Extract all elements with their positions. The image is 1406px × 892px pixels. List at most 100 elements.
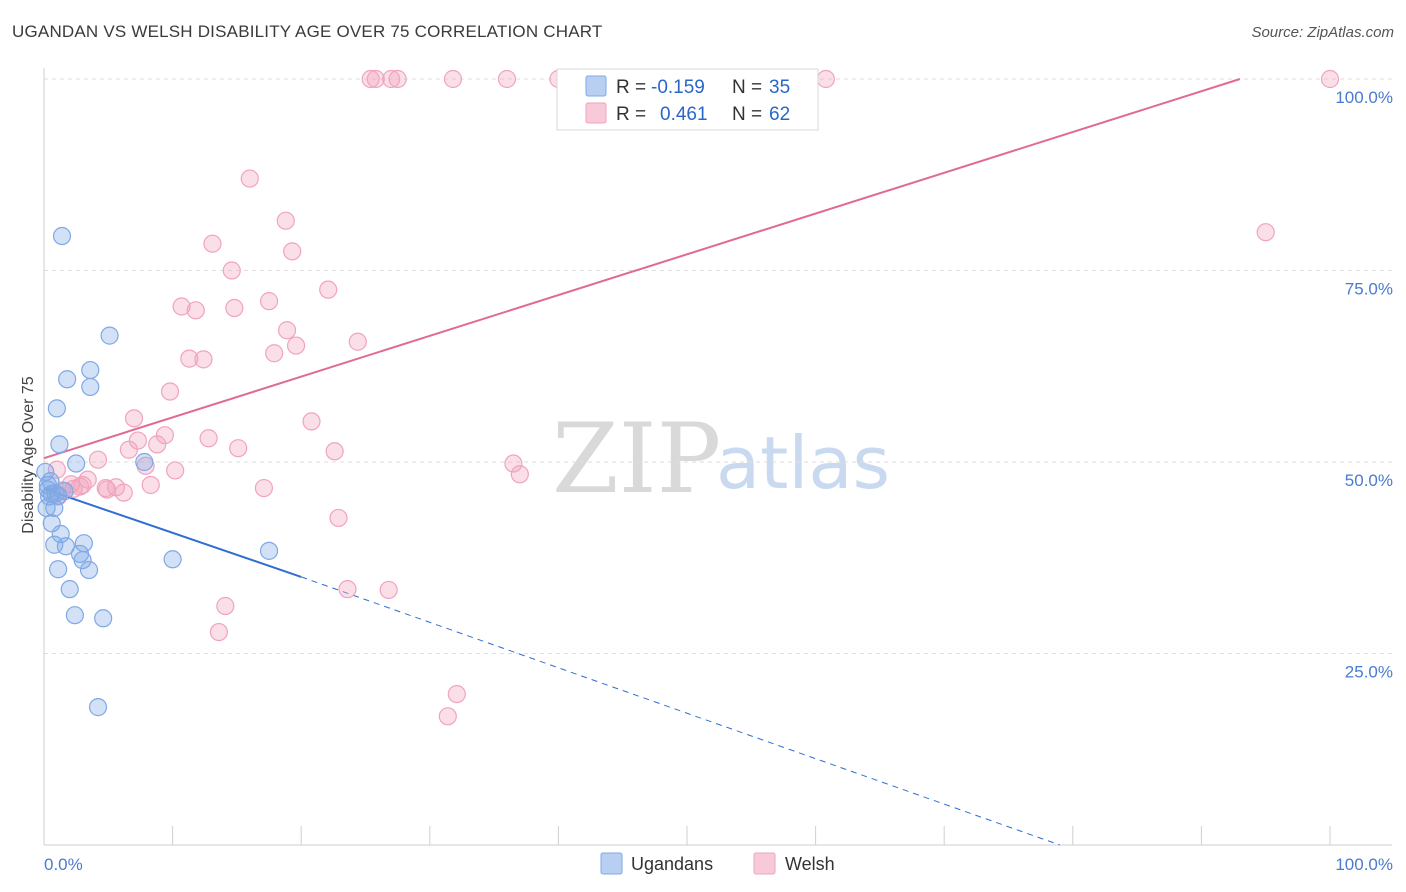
stats-welsh-n-label: N = — [732, 104, 762, 125]
legend-welsh-swatch — [753, 852, 776, 875]
stats-box: R = -0.159 N = 35 R = 0.461 N = 62 — [556, 68, 819, 131]
ugandans-point — [73, 550, 92, 570]
ugandans-point — [49, 560, 68, 579]
welsh-point — [160, 382, 180, 401]
welsh-point — [88, 450, 108, 469]
welsh-point — [329, 508, 348, 528]
welsh-point — [186, 301, 205, 320]
welsh-point — [379, 580, 398, 600]
welsh-point — [277, 321, 297, 340]
welsh-point — [148, 435, 167, 454]
welsh-point — [338, 580, 357, 599]
ugandans-point — [47, 399, 66, 418]
welsh-point — [447, 684, 466, 704]
ugandans-point — [135, 452, 154, 472]
welsh-point — [203, 234, 222, 253]
watermark-atlas: atlas — [716, 421, 890, 505]
welsh-point — [78, 470, 97, 489]
welsh-point — [388, 69, 407, 89]
welsh-point — [497, 69, 517, 89]
welsh-point — [348, 332, 367, 351]
grid-lines — [44, 78, 1392, 654]
welsh-point — [155, 426, 174, 445]
welsh-point — [209, 622, 228, 642]
ugandans-trend-line — [43, 487, 302, 578]
ugandans-point — [60, 580, 79, 599]
welsh-points — [47, 69, 1340, 726]
welsh-point — [194, 350, 213, 369]
ugandans-point — [52, 226, 72, 246]
welsh-point — [254, 478, 274, 498]
welsh-point — [259, 292, 279, 311]
welsh-point — [438, 707, 457, 726]
welsh-point — [240, 169, 259, 188]
ugandans-point — [259, 541, 279, 560]
stats-welsh-r-label: R = — [616, 104, 646, 125]
ugandans-point — [81, 360, 100, 380]
welsh-point — [124, 409, 144, 428]
welsh-point — [199, 429, 218, 448]
ugandans-point — [79, 560, 99, 580]
welsh-point — [222, 261, 241, 280]
y-tick-label: 75.0% — [1345, 280, 1393, 299]
stats-ugandans-r-value: -0.159 — [651, 77, 705, 98]
welsh-point — [141, 475, 160, 495]
y-tick-label: 25.0% — [1345, 663, 1393, 682]
welsh-trend-line — [43, 78, 1241, 460]
welsh-point — [73, 475, 92, 495]
welsh-point — [816, 69, 835, 89]
chart-title: UGANDAN VS WELSH DISABILITY AGE OVER 75 … — [12, 22, 603, 41]
legend-welsh-label: Welsh — [785, 854, 835, 874]
stats-ugandans-r-label: R = — [616, 77, 646, 98]
welsh-point — [180, 349, 199, 368]
stats-welsh-n-value: 62 — [769, 104, 790, 125]
welsh-point — [1256, 223, 1275, 242]
legend: Ugandans Welsh — [600, 852, 835, 875]
welsh-point — [319, 280, 338, 299]
ugandans-point — [38, 475, 57, 495]
welsh-point — [325, 442, 344, 461]
y-tick-label: 50.0% — [1345, 471, 1393, 490]
ugandans-point — [100, 326, 119, 345]
ugandans-point — [50, 435, 69, 454]
welsh-point — [225, 298, 244, 318]
ugandans-point — [81, 377, 100, 397]
x-tick-label: 0.0% — [44, 855, 83, 874]
welsh-point — [265, 344, 284, 363]
ugandans-point — [40, 487, 59, 506]
welsh-point — [510, 465, 529, 484]
legend-ugandans-swatch — [600, 852, 623, 875]
ugandans-point — [163, 550, 182, 569]
welsh-point — [97, 480, 117, 499]
welsh-point — [504, 454, 523, 473]
ugandans-point — [45, 498, 64, 518]
ugandans-point — [65, 606, 84, 625]
welsh-point — [276, 211, 295, 230]
source-label: Source: ZipAtlas.com — [1251, 24, 1394, 41]
welsh-point — [216, 596, 235, 616]
welsh-point — [166, 461, 185, 480]
axes — [43, 68, 1392, 846]
welsh-point — [443, 69, 463, 89]
ugandans-point — [56, 537, 75, 556]
welsh-point — [119, 440, 138, 459]
ugandans-point — [58, 370, 77, 389]
ugandans-point — [45, 535, 64, 554]
welsh-point — [172, 297, 191, 316]
welsh-point — [229, 439, 248, 458]
legend-ugandans-label: Ugandans — [631, 854, 713, 874]
tick-labels: 100.0% 75.0% 50.0% 25.0% 0.0% 100.0% — [44, 88, 1393, 874]
welsh-point — [366, 69, 385, 89]
welsh-point — [302, 412, 321, 431]
stats-welsh-swatch — [585, 102, 607, 124]
stats-ugandans-swatch — [585, 75, 607, 97]
stats-ugandans-n-value: 35 — [769, 77, 790, 98]
ugandans-point — [88, 698, 108, 717]
ugandans-point — [55, 482, 74, 501]
stats-welsh-r-value: 0.461 — [660, 104, 708, 125]
stats-ugandans-n-label: N = — [732, 77, 762, 98]
y-axis-label: Disability Age Over 75 — [20, 376, 37, 534]
welsh-point — [114, 483, 133, 502]
welsh-point — [47, 460, 66, 479]
